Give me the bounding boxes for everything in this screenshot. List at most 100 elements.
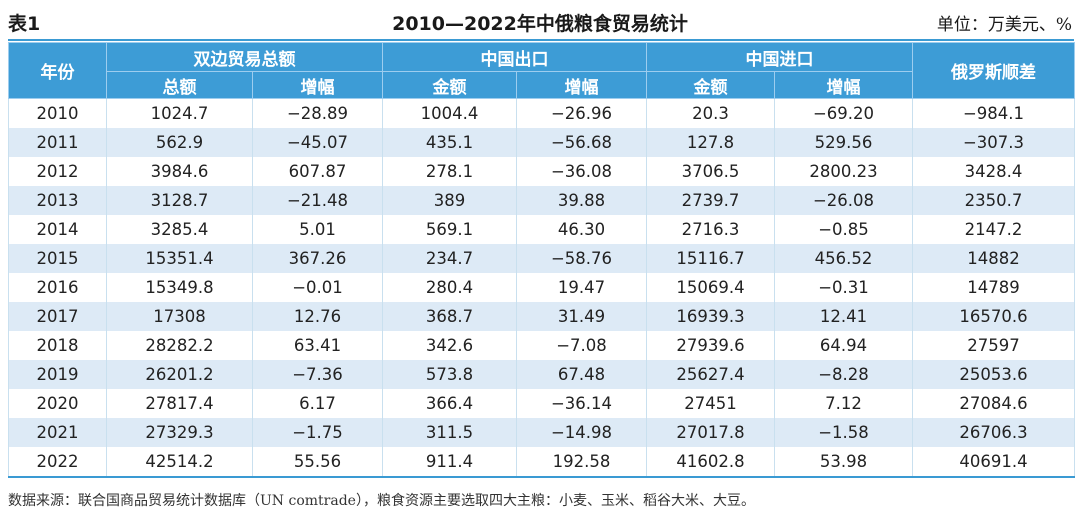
import-amount-cell: 41602.8 (646, 447, 775, 478)
total-growth-cell: −0.01 (252, 273, 383, 302)
year-cell: 2022 (8, 447, 107, 478)
total-cell: 1024.7 (106, 98, 253, 128)
export-amount-cell: 366.4 (382, 389, 517, 418)
top-rule (8, 39, 1074, 41)
total-cell: 27329.3 (106, 418, 253, 447)
year-cell: 2021 (8, 418, 107, 447)
import-growth-cell: −8.28 (774, 360, 913, 389)
total-growth-cell: −45.07 (252, 128, 383, 157)
import-amount-cell: 15116.7 (646, 244, 775, 273)
header-china-import: 中国进口 (646, 42, 913, 72)
table-row: 2013 3128.7 −21.48 389 39.88 2739.7 −26.08 2350… (8, 186, 1075, 215)
import-growth-cell: 64.94 (774, 331, 913, 360)
export-growth-cell: −58.76 (516, 244, 647, 273)
table-row: 2017 17308 12.76 368.7 31.49 16939.3 12.41 1657… (8, 302, 1075, 331)
export-amount-cell: 280.4 (382, 273, 517, 302)
header-sub-total: 总额 (106, 71, 253, 99)
import-amount-cell: 2716.3 (646, 215, 775, 244)
table-row: 2012 3984.6 607.87 278.1 −36.08 3706.5 2800.23… (8, 157, 1075, 186)
table-row: 2016 15349.8 −0.01 280.4 19.47 15069.4 −0.31 14… (8, 273, 1075, 302)
total-cell: 27817.4 (106, 389, 253, 418)
total-cell: 28282.2 (106, 331, 253, 360)
surplus-cell: 25053.6 (912, 360, 1075, 389)
year-cell: 2018 (8, 331, 107, 360)
table-row: 2019 26201.2 −7.36 573.8 67.48 25627.4 −8.28 25… (8, 360, 1075, 389)
table-row: 2011 562.9 −45.07 435.1 −56.68 127.8 529.56 −30… (8, 128, 1075, 157)
unit-label: 单位：万美元、% (936, 15, 1072, 35)
export-growth-cell: 19.47 (516, 273, 647, 302)
surplus-cell: 14789 (912, 273, 1075, 302)
import-amount-cell: 15069.4 (646, 273, 775, 302)
header-sub-growth-import: 增幅 (774, 71, 913, 99)
header-row-sub: 总额 增幅 金额 增幅 金额 增幅 (9, 71, 1075, 99)
surplus-cell: 40691.4 (912, 447, 1075, 478)
total-growth-cell: 6.17 (252, 389, 383, 418)
total-growth-cell: 63.41 (252, 331, 383, 360)
export-amount-cell: 311.5 (382, 418, 517, 447)
year-cell: 2019 (8, 360, 107, 389)
import-growth-cell: −26.08 (774, 186, 913, 215)
table-title-bar: 表1 2010—2022年中俄粮食贸易统计 单位：万美元、% (0, 0, 1080, 40)
import-amount-cell: 127.8 (646, 128, 775, 157)
export-growth-cell: −14.98 (516, 418, 647, 447)
year-cell: 2016 (8, 273, 107, 302)
import-growth-cell: 456.52 (774, 244, 913, 273)
header-russia-surplus: 俄罗斯顺差 (912, 42, 1075, 99)
year-cell: 2012 (8, 157, 107, 186)
year-cell: 2014 (8, 215, 107, 244)
import-growth-cell: −1.58 (774, 418, 913, 447)
import-growth-cell: 529.56 (774, 128, 913, 157)
table-row: 2020 27817.4 6.17 366.4 −36.14 27451 7.12 27084… (8, 389, 1075, 418)
export-growth-cell: −26.96 (516, 98, 647, 128)
import-growth-cell: −0.85 (774, 215, 913, 244)
export-growth-cell: 31.49 (516, 302, 647, 331)
year-cell: 2013 (8, 186, 107, 215)
table-row: 2010 1024.7 −28.89 1004.4 −26.96 20.3 −69.20 −9… (8, 98, 1075, 128)
trade-table: 年份 双边贸易总额 中国出口 中国进口 俄罗斯顺差 总额 增幅 金额 增幅 金额… (8, 42, 1075, 478)
table-header: 年份 双边贸易总额 中国出口 中国进口 俄罗斯顺差 总额 增幅 金额 增幅 金额… (8, 42, 1075, 99)
import-growth-cell: 7.12 (774, 389, 913, 418)
total-growth-cell: −28.89 (252, 98, 383, 128)
year-cell: 2011 (8, 128, 107, 157)
header-china-export: 中国出口 (382, 42, 647, 72)
import-amount-cell: 16939.3 (646, 302, 775, 331)
header-sub-amount-import: 金额 (646, 71, 775, 99)
export-growth-cell: −7.08 (516, 331, 647, 360)
total-growth-cell: −7.36 (252, 360, 383, 389)
table-row: 2021 27329.3 −1.75 311.5 −14.98 27017.8 −1.58 2… (8, 418, 1075, 447)
export-growth-cell: −36.14 (516, 389, 647, 418)
import-growth-cell: 2800.23 (774, 157, 913, 186)
header-year: 年份 (8, 42, 107, 99)
total-cell: 17308 (106, 302, 253, 331)
year-cell: 2010 (8, 98, 107, 128)
header-bilateral-total: 双边贸易总额 (106, 42, 383, 72)
total-growth-cell: 55.56 (252, 447, 383, 478)
import-growth-cell: −69.20 (774, 98, 913, 128)
surplus-cell: −984.1 (912, 98, 1075, 128)
year-cell: 2020 (8, 389, 107, 418)
surplus-cell: 3428.4 (912, 157, 1075, 186)
surplus-cell: 27084.6 (912, 389, 1075, 418)
export-growth-cell: −36.08 (516, 157, 647, 186)
surplus-cell: 26706.3 (912, 418, 1075, 447)
total-growth-cell: −21.48 (252, 186, 383, 215)
header-sub-amount-export: 金额 (382, 71, 517, 99)
export-amount-cell: 368.7 (382, 302, 517, 331)
total-cell: 3128.7 (106, 186, 253, 215)
export-amount-cell: 389 (382, 186, 517, 215)
export-amount-cell: 435.1 (382, 128, 517, 157)
total-cell: 15351.4 (106, 244, 253, 273)
export-growth-cell: 46.30 (516, 215, 647, 244)
import-amount-cell: 25627.4 (646, 360, 775, 389)
table-row: 2022 42514.2 55.56 911.4 192.58 41602.8 53.98 4… (8, 447, 1075, 478)
import-amount-cell: 3706.5 (646, 157, 775, 186)
import-amount-cell: 27017.8 (646, 418, 775, 447)
export-amount-cell: 1004.4 (382, 98, 517, 128)
total-cell: 26201.2 (106, 360, 253, 389)
header-sub-growth-total: 增幅 (252, 71, 383, 99)
export-amount-cell: 569.1 (382, 215, 517, 244)
export-amount-cell: 342.6 (382, 331, 517, 360)
total-growth-cell: 12.76 (252, 302, 383, 331)
surplus-cell: 14882 (912, 244, 1075, 273)
table-row: 2014 3285.4 5.01 569.1 46.30 2716.3 −0.85 2147.… (8, 215, 1075, 244)
